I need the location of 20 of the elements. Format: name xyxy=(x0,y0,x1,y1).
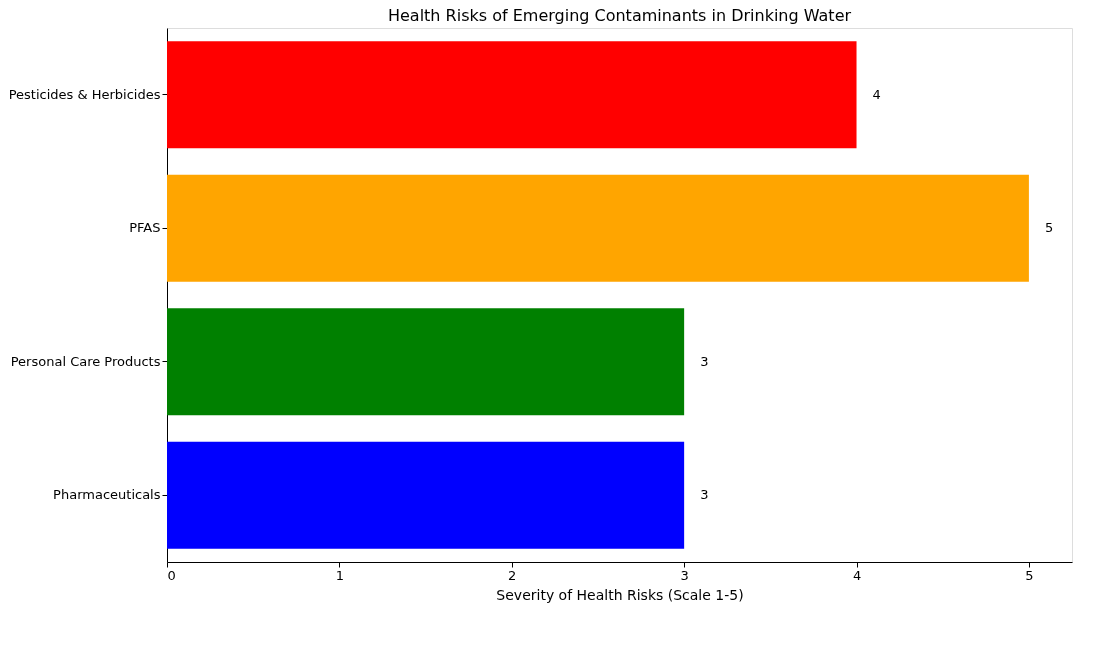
data-label: 3 xyxy=(700,487,709,503)
x-axis-title: Severity of Health Risks (Scale 1-5) xyxy=(496,586,744,603)
bar xyxy=(167,441,685,549)
bar xyxy=(167,174,1029,282)
x-tick-label: 0 xyxy=(167,567,176,583)
bar xyxy=(167,41,857,149)
y-tick-label: PFAS xyxy=(129,220,161,236)
x-tick-label: 3 xyxy=(680,567,689,583)
x-tick-label: 4 xyxy=(852,567,862,583)
y-tick-label: Personal Care Products xyxy=(10,353,161,369)
x-tick-label: 1 xyxy=(335,567,345,583)
y-tick-label: Pesticides & Herbicides xyxy=(8,86,161,102)
data-label: 4 xyxy=(872,86,881,102)
data-label: 3 xyxy=(700,353,709,369)
chart-title: Health Risks of Emerging Contaminants in Drinking Water xyxy=(387,6,852,25)
bar xyxy=(167,308,685,416)
data-label: 5 xyxy=(1044,220,1054,236)
y-tick-label: Pharmaceuticals xyxy=(53,487,161,503)
x-tick-label: 5 xyxy=(1025,567,1034,583)
x-tick-label: 2 xyxy=(508,567,517,583)
